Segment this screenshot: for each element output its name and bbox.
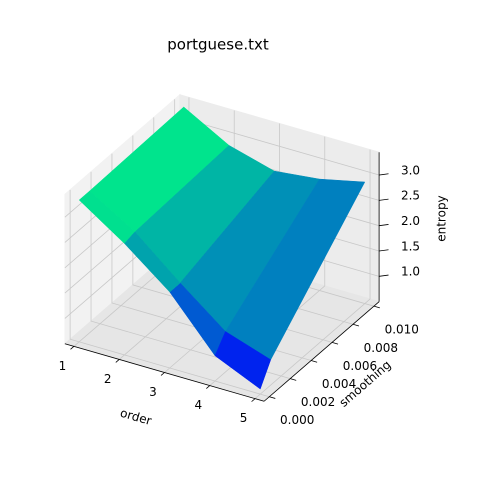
x-tick-label: 1 xyxy=(59,359,67,373)
z-tick-label: 2.5 xyxy=(401,189,420,203)
z-tick xyxy=(379,274,389,277)
x-tick xyxy=(115,359,120,363)
y-tick-label: 0.008 xyxy=(364,341,398,355)
x-tick xyxy=(160,372,165,376)
z-tick xyxy=(379,173,389,176)
z-tick xyxy=(379,198,389,201)
y-tick-label: 0.002 xyxy=(301,395,335,409)
z-tick-label: 1.5 xyxy=(401,239,420,253)
y-tick xyxy=(373,305,380,309)
x-tick-label: 4 xyxy=(194,398,202,412)
y-tick xyxy=(290,378,297,381)
z-tick xyxy=(379,249,389,252)
x-tick-label: 3 xyxy=(149,385,157,399)
z-tick-label: 1.0 xyxy=(401,265,420,279)
y-tick-label: 0.006 xyxy=(343,359,377,373)
x-axis-label: order xyxy=(119,406,154,428)
y-tick-label: 0.000 xyxy=(280,413,314,427)
y-tick xyxy=(352,323,360,327)
grid-line xyxy=(254,149,371,399)
x-tick-label: 5 xyxy=(240,411,248,425)
y-tick-label: 0.010 xyxy=(385,323,419,337)
x-tick xyxy=(251,398,256,402)
x-tick xyxy=(70,346,75,350)
axes: 1 2 3 4 5 0.000 0.002 0.004 0.006 0.008 0.010 1.0 1.… xyxy=(59,152,448,428)
y-tick xyxy=(311,360,318,363)
z-tick xyxy=(379,224,389,227)
z-axis-label: entropy xyxy=(434,195,448,241)
x-tick xyxy=(206,385,211,389)
z-tick-label: 3.0 xyxy=(401,163,420,177)
x-tick-label: 2 xyxy=(104,372,112,386)
surface-face xyxy=(214,331,271,390)
surface xyxy=(78,106,366,390)
y-axis-line xyxy=(263,301,380,402)
grid-line xyxy=(69,189,270,398)
chart-title: portguese.txt xyxy=(167,36,269,54)
y-tick xyxy=(269,396,276,399)
surface-face xyxy=(124,231,181,293)
y-tick xyxy=(331,342,339,345)
y-tick-label: 0.004 xyxy=(322,377,356,391)
z-tick-label: 2.0 xyxy=(401,214,420,228)
